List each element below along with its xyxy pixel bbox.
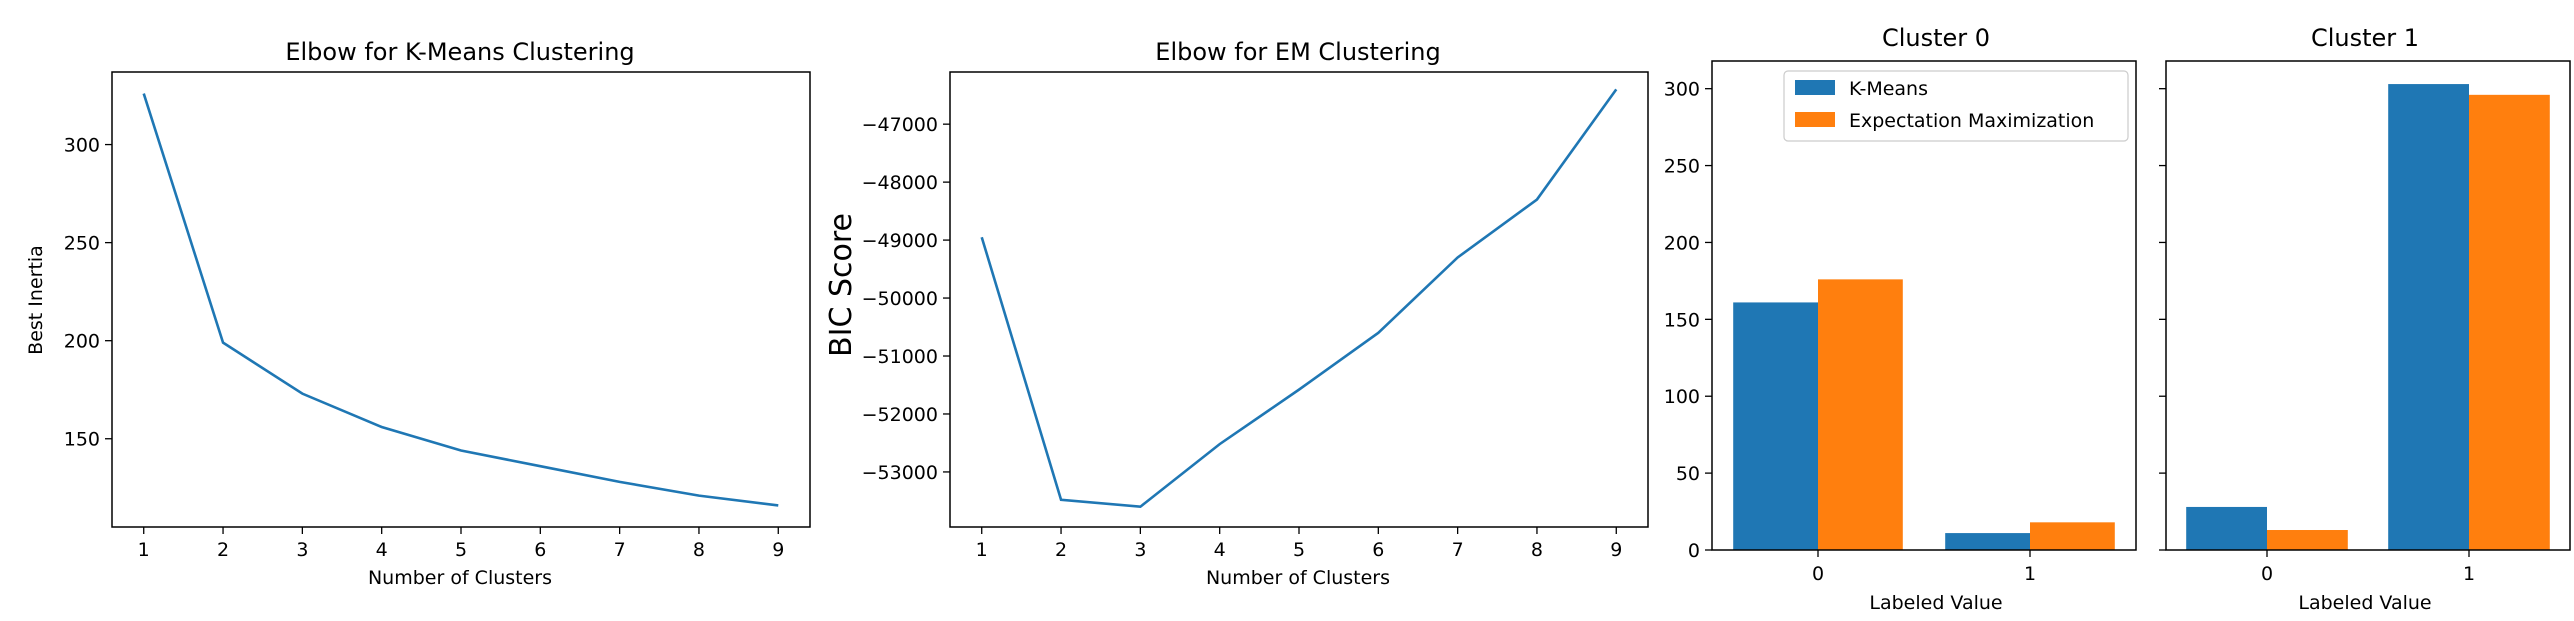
y-tick-label: 150 <box>1664 309 1700 331</box>
y-tick-label: −47000 <box>862 114 938 136</box>
bar-kmeans-0 <box>1733 302 1818 550</box>
x-tick-label: 8 <box>1531 539 1543 561</box>
y-tick-label: 250 <box>64 233 100 255</box>
y-tick-label: 50 <box>1676 463 1700 485</box>
x-tick-label: 3 <box>1134 539 1146 561</box>
bar-kmeans-0 <box>2186 506 2267 550</box>
legend-swatch-kmeans <box>1795 80 1835 95</box>
x-tick-label: 1 <box>2024 563 2036 585</box>
y-tick-label: 300 <box>1664 79 1700 101</box>
y-axis-label: Best Inertia <box>25 245 47 355</box>
y-axis-label: BIC Score <box>824 213 859 357</box>
x-tick-label: 4 <box>1214 539 1226 561</box>
chart-title: Elbow for K-Means Clustering <box>285 38 634 66</box>
x-tick-label: 9 <box>772 539 784 561</box>
y-tick-label: 150 <box>64 429 100 451</box>
bar-em-0 <box>2267 530 2348 550</box>
x-axis-label: Number of Clusters <box>368 567 552 589</box>
x-tick-label: 1 <box>138 539 150 561</box>
x-axis-label: Labeled Value <box>1869 592 2002 614</box>
y-tick-label: −52000 <box>862 404 938 426</box>
bar-em-1 <box>2469 94 2550 550</box>
y-tick-label: −53000 <box>862 462 938 484</box>
x-tick-label: 0 <box>1812 563 1824 585</box>
chart-title: Elbow for EM Clustering <box>1155 38 1440 66</box>
legend-box <box>1783 70 2129 142</box>
y-tick-label: −49000 <box>862 230 938 252</box>
chart-cluster-1: Cluster 1 0 1 Labeled Value <box>2159 24 2571 614</box>
y-tick-label: 0 <box>1688 540 1700 562</box>
legend-swatch-em <box>1795 112 1835 127</box>
x-axis-label: Number of Clusters <box>1206 567 1390 589</box>
y-tick-label: 250 <box>1664 156 1700 178</box>
x-tick-label: 0 <box>2261 563 2273 585</box>
x-tick-label: 7 <box>1452 539 1464 561</box>
x-tick-label: 9 <box>1610 539 1622 561</box>
chart-kmeans-elbow: Elbow for K-Means Clustering 1 2 3 4 5 6 7 8 9 15… <box>25 38 811 589</box>
chart-cluster-0: Cluster 0 0 1 0 50 100 150 200 250 300 Labeled V… <box>1664 24 2137 614</box>
legend: K-Means Expectation Maximization <box>1783 70 2129 142</box>
chart-title: Cluster 0 <box>1882 24 1990 52</box>
series-line-best-inertia <box>142 93 779 507</box>
plot-frame <box>1711 60 2137 551</box>
x-axis-label: Labeled Value <box>2298 592 2431 614</box>
y-tick-label: −50000 <box>862 288 938 310</box>
y-tick-label: −48000 <box>862 172 938 194</box>
legend-label-kmeans: K-Means <box>1849 78 1928 100</box>
y-tick-label: 100 <box>1664 386 1700 408</box>
plot-frame <box>111 71 811 528</box>
x-tick-label: 3 <box>296 539 308 561</box>
bar-kmeans-1 <box>1945 533 2030 550</box>
bar-em-1 <box>2030 522 2115 550</box>
legend-label-em: Expectation Maximization <box>1849 110 2094 132</box>
y-tick-label: −51000 <box>862 346 938 368</box>
x-tick-label: 5 <box>1293 539 1305 561</box>
x-tick-label: 2 <box>1055 539 1067 561</box>
x-tick-label: 5 <box>455 539 467 561</box>
x-tick-label: 1 <box>976 539 988 561</box>
x-tick-label: 6 <box>1372 539 1384 561</box>
y-tick-label: 200 <box>64 331 100 353</box>
x-tick-label: 2 <box>217 539 229 561</box>
x-tick-label: 4 <box>376 539 388 561</box>
y-tick-label: 300 <box>64 135 100 157</box>
x-tick-label: 6 <box>534 539 546 561</box>
chart-em-elbow: Elbow for EM Clustering 1 2 3 4 5 6 7 8 9 −53000 −… <box>824 38 1649 589</box>
y-tick-label: 200 <box>1664 232 1700 254</box>
plot-frame <box>2165 60 2571 551</box>
x-tick-label: 7 <box>614 539 626 561</box>
series-line-bic-score <box>980 88 1618 509</box>
plot-frame <box>949 71 1649 528</box>
bar-em-0 <box>1818 279 1903 550</box>
x-tick-label: 8 <box>693 539 705 561</box>
chart-title: Cluster 1 <box>2311 24 2419 52</box>
x-tick-label: 1 <box>2463 563 2475 585</box>
bar-kmeans-1 <box>2388 84 2469 550</box>
